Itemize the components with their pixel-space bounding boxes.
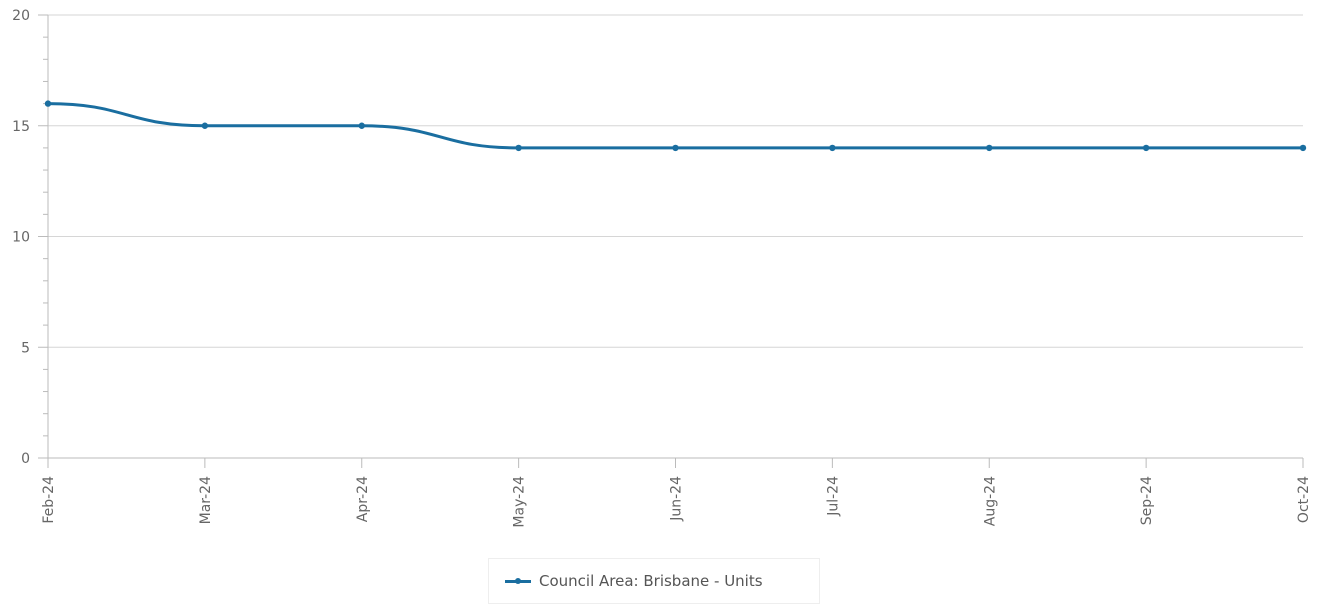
x-tick-label: Feb-24 (41, 476, 57, 524)
data-point (1142, 144, 1150, 152)
line-chart: 0 5 10 15 20 Feb-24 Mar-24 Apr-24 May-24 Jun-24 J… (12, 8, 1312, 528)
data-point (44, 100, 52, 107)
y-tick-label: 0 (21, 451, 30, 467)
x-tick-label: Apr-24 (355, 476, 371, 522)
legend-series-marker (505, 576, 531, 586)
y-tick-label: 20 (12, 8, 30, 24)
x-tick-label: Aug-24 (982, 476, 998, 526)
x-tick-label: Jun-24 (669, 476, 685, 522)
y-axis-ticks: 0 5 10 15 20 (12, 8, 30, 467)
x-tick-label: Sep-24 (1139, 476, 1155, 525)
y-tick-label: 10 (12, 230, 30, 246)
data-point (1299, 144, 1307, 152)
x-tick-label: Mar-24 (198, 476, 214, 524)
legend[interactable]: Council Area: Brisbane - Units (488, 558, 820, 604)
gridlines (48, 14, 1303, 348)
data-point (672, 144, 679, 152)
data-point (358, 122, 365, 129)
data-point (829, 144, 836, 152)
y-tick-label: 15 (12, 119, 30, 135)
x-tick-label: May-24 (512, 476, 528, 528)
data-point (201, 122, 209, 129)
data-point (986, 144, 993, 152)
y-tick-label: 5 (21, 340, 30, 356)
legend-series-label[interactable]: Council Area: Brisbane - Units (539, 572, 763, 590)
x-tick-label: Oct-24 (1296, 476, 1312, 523)
x-axis-ticks: Feb-24 Mar-24 Apr-24 May-24 Jun-24 Jul-24 Aug-… (41, 458, 1312, 528)
data-point (515, 144, 522, 152)
series-layer (44, 100, 1307, 152)
x-tick-label: Jul-24 (825, 476, 841, 517)
